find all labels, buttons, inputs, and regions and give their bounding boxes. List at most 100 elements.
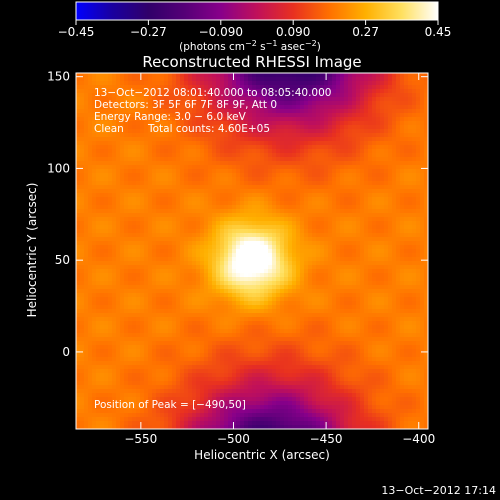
heatmap-cell (288, 201, 293, 206)
heatmap-cell (220, 241, 225, 246)
heatmap-cell (260, 137, 265, 142)
heatmap-cell (260, 201, 265, 206)
heatmap-cell (180, 241, 185, 246)
heatmap-cell (400, 229, 405, 234)
heatmap-cell (372, 97, 377, 102)
heatmap-cell (216, 289, 221, 294)
heatmap-cell (224, 117, 229, 122)
heatmap-cell (176, 201, 181, 206)
heatmap-cell (376, 189, 381, 194)
heatmap-cell (220, 257, 225, 262)
heatmap-cell (104, 85, 109, 90)
heatmap-cell (392, 129, 397, 134)
colorbar-tick-label: −0.27 (130, 25, 167, 39)
heatmap-cell (304, 141, 309, 146)
heatmap-cell (344, 185, 349, 190)
heatmap-cell (336, 141, 341, 146)
heatmap-cell (188, 101, 193, 106)
heatmap-cell (392, 181, 397, 186)
heatmap-cell (264, 85, 269, 90)
heatmap-cell (388, 285, 393, 290)
heatmap-cell (268, 285, 273, 290)
heatmap-cell (328, 85, 333, 90)
heatmap-cell (312, 201, 317, 206)
heatmap-cell (360, 285, 365, 290)
heatmap-cell (364, 89, 369, 94)
heatmap-cell (360, 269, 365, 274)
heatmap-cell (116, 161, 121, 166)
heatmap-cell (80, 77, 85, 82)
heatmap-cell (216, 157, 221, 162)
heatmap-cell (300, 277, 305, 282)
heatmap-cell (132, 93, 137, 98)
heatmap-cell (132, 217, 137, 222)
heatmap-cell (256, 121, 261, 126)
heatmap-cell (420, 273, 425, 278)
heatmap-cell (124, 221, 129, 226)
heatmap-cell (228, 221, 233, 226)
heatmap-cell (392, 77, 397, 82)
heatmap-cell (288, 113, 293, 118)
heatmap-cell (184, 233, 189, 238)
heatmap-cell (244, 213, 249, 218)
heatmap-cell (164, 285, 169, 290)
heatmap-cell (316, 213, 321, 218)
heatmap-cell (216, 253, 221, 258)
heatmap-cell (196, 165, 201, 170)
heatmap-cell (420, 177, 425, 182)
heatmap-cell (272, 245, 277, 250)
heatmap-cell (204, 257, 209, 262)
heatmap-cell (344, 153, 349, 158)
heatmap-cell (368, 145, 373, 150)
heatmap-cell (96, 133, 101, 138)
heatmap-cell (216, 201, 221, 206)
heatmap-cell (356, 145, 361, 150)
heatmap-cell (276, 141, 281, 146)
heatmap-cell (336, 257, 341, 262)
heatmap-cell (128, 265, 133, 270)
heatmap-cell (260, 261, 265, 266)
heatmap-cell (172, 193, 177, 198)
heatmap-cell (156, 109, 161, 114)
heatmap-cell (212, 193, 217, 198)
heatmap-cell (348, 129, 353, 134)
heatmap-cell (392, 229, 397, 234)
heatmap-cell (168, 101, 173, 106)
heatmap-cell (216, 121, 221, 126)
heatmap-cell (276, 73, 281, 78)
heatmap-cell (240, 173, 245, 178)
heatmap-cell (256, 77, 261, 82)
heatmap-cell (136, 97, 141, 102)
heatmap-cell (336, 165, 341, 170)
heatmap-cell (228, 225, 233, 230)
heatmap-cell (360, 193, 365, 198)
heatmap-cell (348, 169, 353, 174)
heatmap-cell (388, 221, 393, 226)
heatmap-cell (424, 169, 428, 174)
heatmap-cell (292, 109, 297, 114)
heatmap-cell (352, 101, 357, 106)
heatmap-cell (112, 157, 117, 162)
heatmap-cell (152, 121, 157, 126)
heatmap-cell (76, 285, 81, 290)
heatmap-cell (344, 265, 349, 270)
heatmap-cell (92, 277, 97, 282)
heatmap-cell (296, 293, 301, 298)
heatmap-cell (92, 297, 97, 302)
heatmap-cell (92, 237, 97, 242)
heatmap-cell (112, 185, 117, 190)
heatmap-cell (180, 281, 185, 286)
heatmap-cell (240, 221, 245, 226)
heatmap-cell (140, 81, 145, 86)
heatmap-cell (288, 217, 293, 222)
heatmap-cell (324, 201, 329, 206)
heatmap-cell (88, 109, 93, 114)
heatmap-cell (324, 285, 329, 290)
heatmap-cell (132, 113, 137, 118)
heatmap-cell (168, 149, 173, 154)
heatmap-cell (260, 113, 265, 118)
heatmap-cell (152, 125, 157, 130)
heatmap-cell (132, 257, 137, 262)
heatmap-cell (128, 233, 133, 238)
heatmap-cell (160, 213, 165, 218)
